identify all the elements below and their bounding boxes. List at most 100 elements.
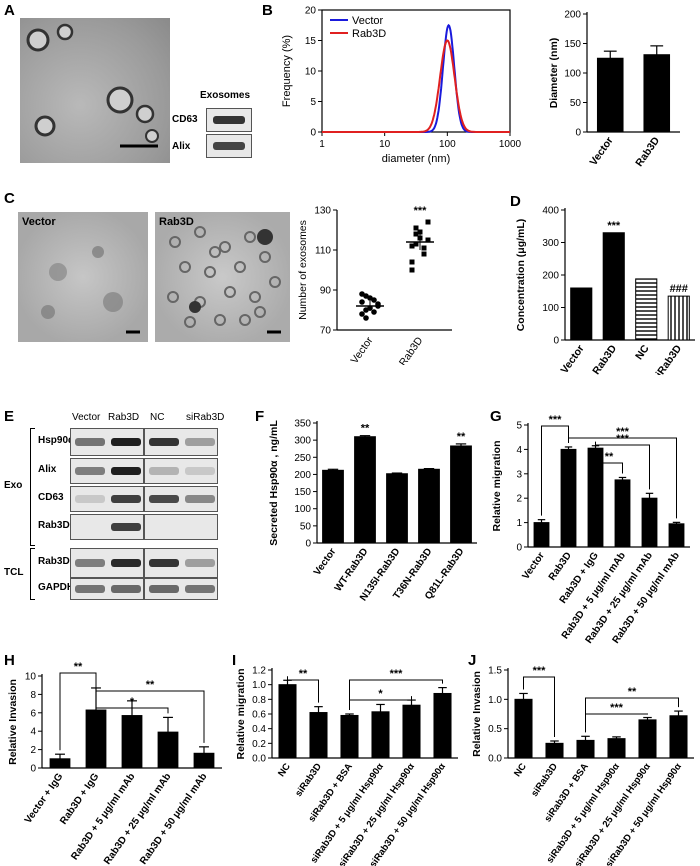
vesicle-dark bbox=[189, 301, 201, 313]
chart-f-secreted-hsp90: 0 50 100 150 200 250 300 350 Secreted Hsp90α , n… bbox=[268, 419, 477, 603]
x-tick-label: 1 bbox=[319, 139, 325, 150]
data-point bbox=[409, 259, 415, 265]
blot-band-strip bbox=[144, 578, 218, 600]
significance-label: *** bbox=[607, 220, 621, 232]
blot-column-label: siRab3D bbox=[186, 412, 225, 423]
panel-label-i: I bbox=[232, 652, 237, 669]
data-point bbox=[409, 267, 415, 273]
blot-band bbox=[185, 585, 215, 593]
significance-bracket bbox=[568, 437, 677, 519]
category-label: Rab3D + 25 μg/ml mAb bbox=[102, 771, 173, 866]
vesicle bbox=[204, 266, 216, 278]
significance-label: ** bbox=[457, 431, 466, 443]
significance-label: *** bbox=[616, 426, 630, 438]
category-label: Vector bbox=[520, 550, 547, 581]
series-line-rab3d bbox=[322, 39, 510, 133]
blot-band bbox=[75, 467, 105, 475]
category-label: Vector bbox=[558, 343, 586, 375]
blot-band bbox=[75, 559, 105, 567]
bar bbox=[354, 436, 376, 544]
y-tick-label: 10 bbox=[305, 67, 317, 78]
significance-label: ** bbox=[628, 686, 637, 698]
blot-band-strip bbox=[70, 458, 144, 484]
data-point bbox=[417, 229, 423, 235]
chart-i-migration: 0.0 0.2 0.4 0.6 0.8 1.0 1.2 Relative migration N… bbox=[235, 666, 458, 866]
blot-column-label: Rab3D bbox=[108, 412, 140, 423]
y-tick-label: 5 bbox=[516, 421, 522, 432]
panel-label-h: H bbox=[4, 652, 15, 669]
y-tick-label: 0 bbox=[516, 543, 522, 554]
western-blot-e: Vector Rab3D NC siRab3D Hsp90α Alix CD63 Rab3D R… bbox=[0, 400, 235, 600]
significance-label: *** bbox=[549, 414, 563, 426]
blot-group-bracket bbox=[30, 548, 35, 600]
significance-label: * bbox=[130, 696, 135, 708]
y-tick-label: 0 bbox=[305, 539, 311, 550]
data-point bbox=[421, 245, 427, 251]
bar bbox=[545, 742, 564, 759]
panel-a-blot: Exosomes CD63 Alix bbox=[170, 90, 255, 165]
significance-label: ** bbox=[361, 423, 370, 435]
significance-label: ** bbox=[146, 679, 155, 691]
y-tick-label: 1.2 bbox=[252, 666, 266, 677]
vesicle bbox=[209, 246, 221, 258]
significance-bracket bbox=[95, 683, 205, 743]
y-tick-label: 5 bbox=[310, 97, 316, 108]
y-axis-label: Frequency (%) bbox=[281, 35, 293, 107]
bar bbox=[278, 684, 297, 759]
bar bbox=[371, 711, 390, 759]
y-tick-label: 100 bbox=[294, 504, 311, 515]
bar bbox=[450, 445, 472, 544]
data-point bbox=[413, 231, 419, 237]
panel-a: A bbox=[0, 0, 170, 165]
y-tick-label: 1.5 bbox=[488, 666, 502, 677]
blot-band-strip bbox=[144, 458, 218, 484]
data-point bbox=[425, 237, 431, 243]
bar bbox=[641, 497, 658, 548]
significance-label: *** bbox=[414, 205, 428, 217]
category-label: Rab3D bbox=[633, 135, 662, 169]
blot-band-strip bbox=[70, 428, 144, 456]
panel-label-g: G bbox=[490, 408, 502, 425]
data-point bbox=[421, 251, 427, 257]
bar bbox=[193, 752, 215, 769]
category-label: Rab3D bbox=[590, 343, 619, 375]
bar bbox=[322, 469, 344, 544]
blot-group-label: TCL bbox=[4, 567, 24, 578]
tem-image-vector: Vector bbox=[18, 212, 148, 342]
bar bbox=[533, 522, 550, 548]
blot-header-exosomes: Exosomes bbox=[200, 90, 251, 101]
y-tick-label: 200 bbox=[542, 271, 559, 282]
chart-b-size-distribution: 1 10 100 1000 0 5 10 15 20 diameter (nm) Frequency… bbox=[281, 6, 522, 166]
blot-band-strip bbox=[144, 548, 218, 578]
panel-label-f: F bbox=[255, 408, 265, 425]
significance-label: ** bbox=[74, 661, 83, 673]
y-axis-label: Relative migration bbox=[491, 440, 503, 531]
bar bbox=[576, 739, 595, 759]
significance-label: *** bbox=[610, 702, 624, 714]
vesicle bbox=[244, 231, 256, 243]
blot-band bbox=[149, 585, 179, 593]
bar bbox=[643, 54, 671, 133]
y-tick-label: 300 bbox=[294, 436, 311, 447]
significance-bracket bbox=[287, 676, 319, 703]
vesicle bbox=[259, 251, 271, 263]
y-tick-label: 0.5 bbox=[488, 724, 502, 735]
significance-bracket bbox=[541, 425, 569, 516]
significance-label: *** bbox=[616, 433, 630, 445]
data-point bbox=[363, 315, 369, 321]
data-point bbox=[363, 293, 369, 299]
significance-bracket bbox=[59, 672, 97, 751]
y-tick-label: 0.2 bbox=[252, 739, 266, 750]
tem-label-rab3d: Rab3D bbox=[159, 216, 194, 228]
category-label: siRab3D bbox=[293, 761, 324, 799]
blot-band-alix bbox=[206, 134, 252, 158]
y-tick-label: 200 bbox=[294, 470, 311, 481]
significance-label: ** bbox=[605, 451, 614, 463]
vesicle bbox=[239, 314, 251, 326]
blot-band bbox=[185, 559, 215, 567]
category-label: NC bbox=[512, 761, 529, 779]
y-tick-label: 90 bbox=[320, 286, 332, 297]
bar bbox=[635, 278, 658, 341]
vesicle bbox=[219, 241, 231, 253]
